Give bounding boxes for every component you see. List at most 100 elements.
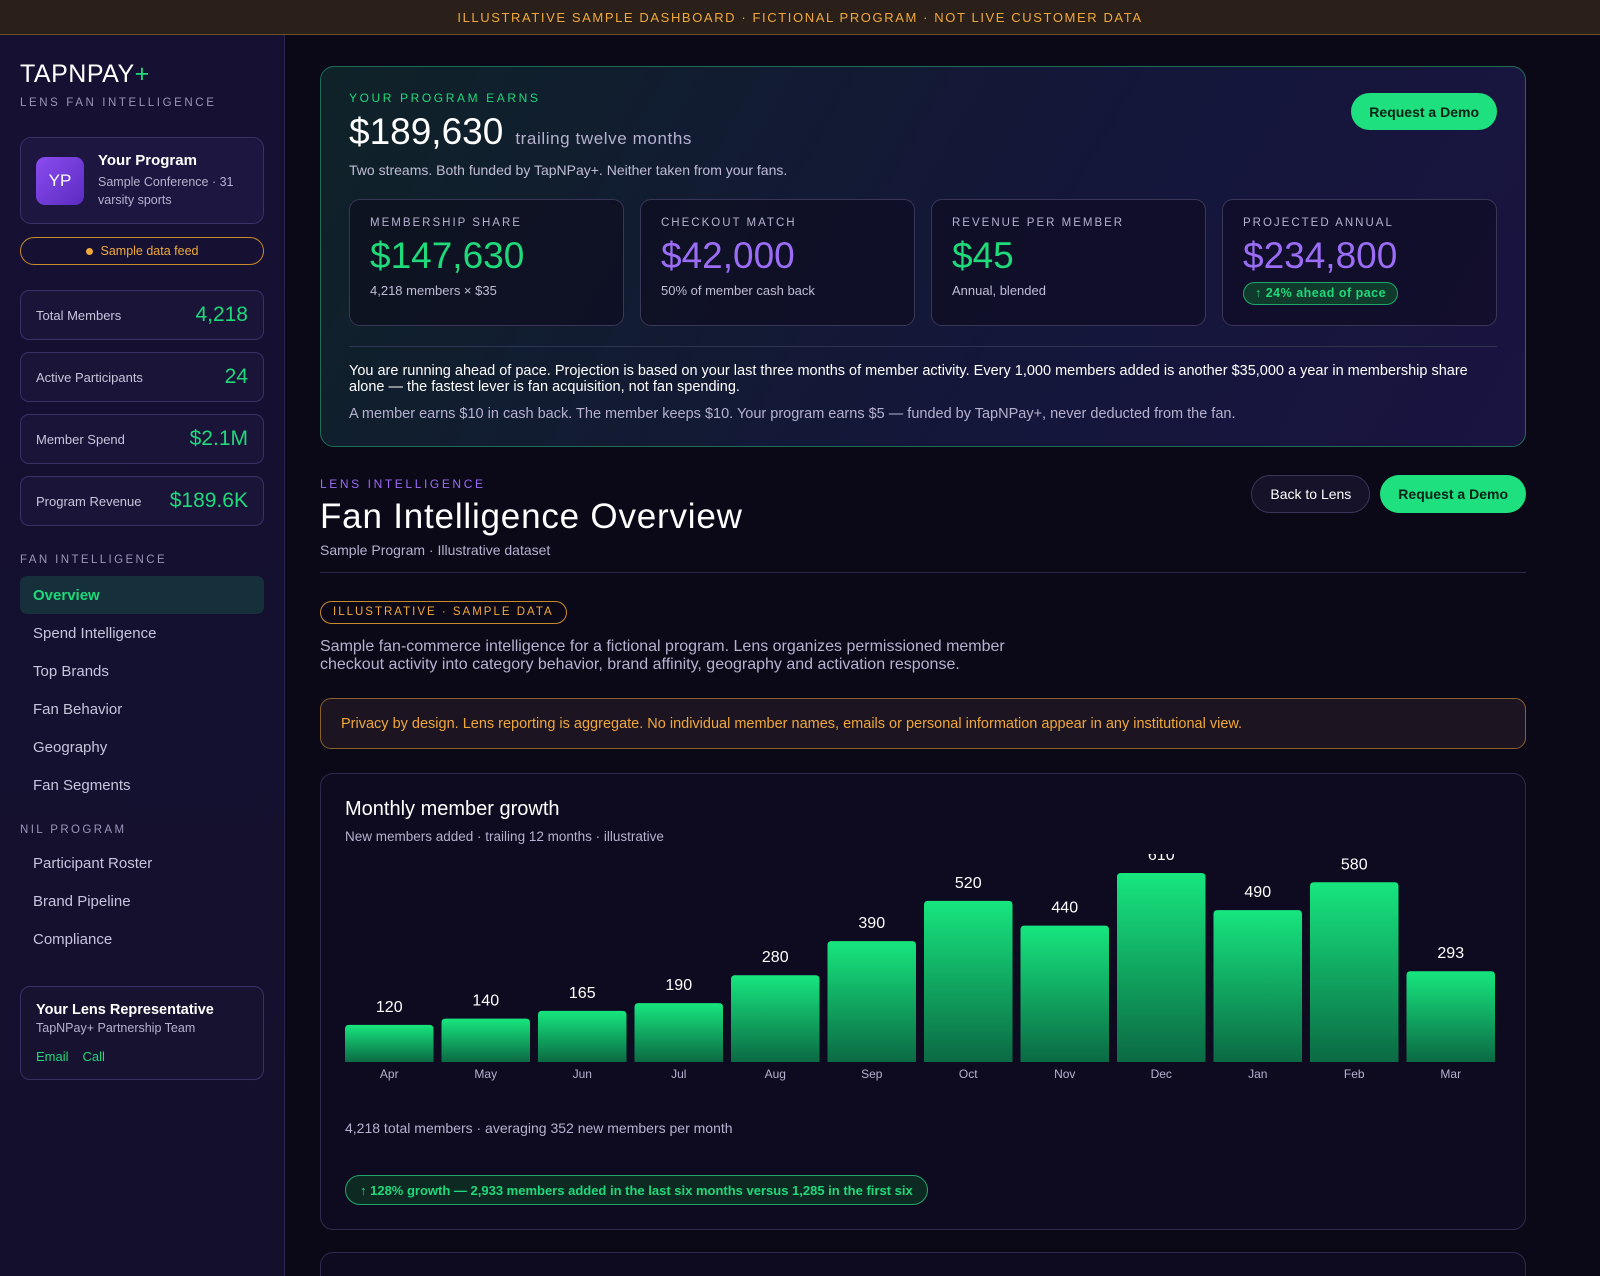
metric-note: Annual, blended [952,283,1046,298]
x-tick-label: Jan [1248,1067,1267,1081]
ahead-of-pace-badge: ↑ 24% ahead of pace [1243,282,1399,305]
stat-label: Active Participants [36,369,143,385]
bar-value-label: 280 [762,949,789,966]
program-name: Your Program [98,152,197,169]
stat-value: 24 [224,365,248,388]
bar-value-label: 165 [569,985,596,1002]
x-tick-label: Mar [1440,1067,1461,1081]
brand-logo[interactable]: TAPNPAY+ [20,60,264,89]
back-to-lens-button[interactable]: Back to Lens [1251,475,1371,513]
stat-label: Total Members [36,307,122,323]
program-description: Sample Conference · 31 varsity sports [98,175,234,207]
stat-value: $189.6K [169,489,248,512]
nav-item-compliance[interactable]: Compliance [33,930,113,948]
bar-feb[interactable] [1310,882,1399,1062]
nav-heading-fan-intelligence: FAN INTELLIGENCE [20,554,168,566]
bar-mar[interactable] [1406,971,1496,1062]
x-tick-label: Apr [380,1067,399,1081]
brand-name: TAPNPAY [20,60,135,88]
metric-label: PROJECTED ANNUAL [1243,217,1394,229]
rep-call-link[interactable]: Call [82,1049,105,1064]
x-tick-label: Nov [1054,1067,1075,1081]
stat-active-participants: Active Participants 24 [20,352,264,402]
feed-label: Sample data feed [100,244,199,258]
nav-item-participant-roster[interactable]: Participant Roster [33,854,153,872]
nav-item-fan-behavior[interactable]: Fan Behavior [33,700,123,718]
rep-title: Your Lens Representative [36,1002,214,1018]
bar-apr[interactable] [345,1024,434,1062]
sample-data-feed-badge: Sample data feed [20,237,264,265]
divider [349,346,1497,347]
bar-value-label: 140 [472,993,499,1010]
bar-value-label: 580 [1341,856,1368,873]
x-tick-label: Dec [1151,1067,1172,1081]
page-title: Fan Intelligence Overview [320,497,743,536]
bar-sep[interactable] [827,941,917,1062]
request-demo-button[interactable]: Request a Demo [1380,475,1526,513]
sidebar: TAPNPAY+ LENS FAN INTELLIGENCE YP Your P… [0,35,285,1276]
stat-member-spend: Member Spend $2.1M [20,414,264,464]
program-earnings-card: YOUR PROGRAM EARNS $189,630 trailing twe… [320,66,1526,447]
nav-item-fan-segments[interactable]: Fan Segments [33,776,131,794]
earnings-description: Two streams. Both funded by TapNPay+. Ne… [349,162,788,178]
x-tick-label: Oct [959,1067,978,1081]
nav-item-top-brands[interactable]: Top Brands [33,662,109,680]
metric-value: $45 [952,235,1014,276]
metric-membership-share: MEMBERSHIP SHARE $147,630 4,218 members … [349,199,624,326]
nav-item-geography[interactable]: Geography [33,738,108,756]
bar-jul[interactable] [634,1003,724,1062]
pace-explanation: You are running ahead of pace. Projectio… [349,363,1468,395]
cash-back-explanation: A member earns $10 in cash back. The mem… [349,406,1236,422]
earnings-period: trailing twelve months [515,129,692,148]
bar-oct[interactable] [924,900,1013,1062]
rep-email-link[interactable]: Email [36,1049,69,1064]
earnings-amount: $189,630 [349,111,504,152]
bar-value-label: 440 [1051,900,1078,917]
bar-value-label: 120 [376,999,403,1016]
bar-value-label: 390 [858,915,885,932]
sample-banner: ILLUSTRATIVE SAMPLE DASHBOARD · FICTIONA… [0,0,1600,35]
privacy-notice: Privacy by design. Lens reporting is agg… [320,698,1526,749]
bar-value-label: 190 [665,977,692,994]
metric-value: $42,000 [661,235,795,276]
main-content: YOUR PROGRAM EARNS $189,630 trailing twe… [320,35,1526,1276]
bar-jan[interactable] [1213,910,1303,1062]
nav-item-brand-pipeline[interactable]: Brand Pipeline [33,892,131,910]
stat-label: Program Revenue [36,493,142,509]
brand-subtitle: LENS FAN INTELLIGENCE [20,97,217,109]
request-demo-button[interactable]: Request a Demo [1351,93,1497,130]
nav-heading-nil-program: NIL PROGRAM [20,824,127,836]
member-growth-bar-chart: 120 Apr 140 May 165 Jun 190 Jul 280 Aug 390 Sep 520 O… [345,854,1496,1081]
stat-value: 4,218 [195,303,248,326]
bar-dec[interactable] [1117,873,1206,1062]
metric-projected-annual: PROJECTED ANNUAL $234,800 ↑ 24% ahead of… [1222,199,1497,326]
bar-may[interactable] [441,1018,531,1062]
member-growth-chart-card: Monthly member growth New members added … [320,773,1526,1230]
metric-note: 4,218 members × $35 [370,283,497,298]
brand-plus: + [134,60,150,88]
bar-nov[interactable] [1020,925,1110,1062]
intro-text: Sample fan-commerce intelligence for a f… [320,638,1005,673]
bar-value-label: 293 [1437,945,1464,962]
chart-subtitle: New members added · trailing 12 months ·… [345,829,664,844]
stat-value: $2.1M [189,427,248,450]
metric-note: 50% of member cash back [661,283,815,298]
sample-data-tag: ILLUSTRATIVE · SAMPLE DATA [320,601,567,624]
program-card[interactable]: YP Your Program Sample Conference · 31 v… [20,137,264,224]
growth-badge: ↑ 128% growth — 2,933 members added in t… [345,1175,928,1205]
chart-title: Monthly member growth [345,798,560,820]
metric-label: MEMBERSHIP SHARE [370,217,522,229]
bar-aug[interactable] [731,975,820,1062]
metric-revenue-per-member: REVENUE PER MEMBER $45 Annual, blended [931,199,1206,326]
x-tick-label: Jun [573,1067,592,1081]
bar-jun[interactable] [538,1010,627,1062]
bar-value-label: 490 [1244,884,1271,901]
page-subtitle: Sample Program · Illustrative dataset [320,542,551,558]
section-kicker: LENS INTELLIGENCE [320,477,486,491]
bar-value-label: 610 [1148,854,1175,864]
nav-item-spend-intelligence[interactable]: Spend Intelligence [33,624,157,642]
chart-summary: 4,218 total members · averaging 352 new … [345,1120,733,1136]
metric-label: REVENUE PER MEMBER [952,217,1125,229]
nav-item-overview[interactable]: Overview [20,576,264,614]
page-header: LENS INTELLIGENCE Fan Intelligence Overv… [320,475,1526,573]
